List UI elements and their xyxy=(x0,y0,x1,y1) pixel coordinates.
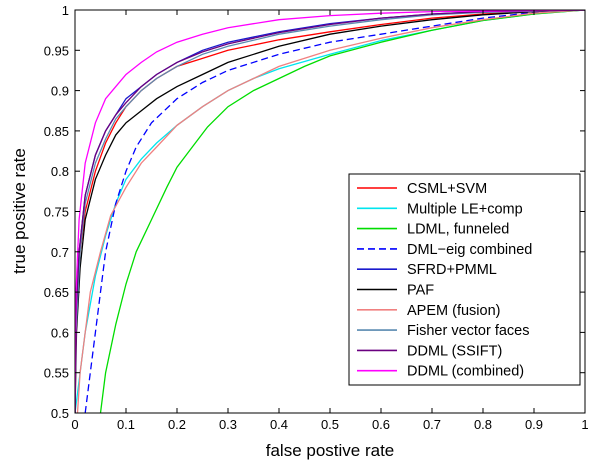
series-line-apem-fusion xyxy=(76,10,585,413)
y-tick-label: 0.55 xyxy=(44,366,69,381)
y-axis: 0.5 0.55 0.6 0.65 0.7 0.75 0.8 0.85 0.9 0.95 1 xyxy=(44,3,585,421)
legend: CSML+SVM Multiple LE+comp LDML, funneled DM… xyxy=(348,173,581,386)
y-tick-label: 0.95 xyxy=(44,43,69,58)
series-line-fisher-vector-faces xyxy=(75,10,585,413)
legend-label: Fisher vector faces xyxy=(407,323,530,339)
legend-label: SFRD+PMML xyxy=(407,262,497,278)
y-tick-label: 0.7 xyxy=(51,245,69,260)
y-axis-label: true positive rate xyxy=(10,148,29,274)
legend-label: PAF xyxy=(407,283,434,299)
y-tick-label: 0.9 xyxy=(51,84,69,99)
legend-label: APEM (fusion) xyxy=(407,303,500,319)
x-axis-label: false postive rate xyxy=(266,441,395,460)
series-line-dml-eig-combined xyxy=(84,10,585,413)
x-tick-label: 0.7 xyxy=(423,417,441,432)
x-tick-label: 0.2 xyxy=(168,417,186,432)
legend-label: CSML+SVM xyxy=(407,181,487,197)
series-line-ddml-combined xyxy=(75,10,585,413)
y-tick-label: 0.6 xyxy=(51,325,69,340)
x-tick-label: 0 xyxy=(71,417,78,432)
x-tick-label: 1 xyxy=(581,417,588,432)
x-tick-label: 0.9 xyxy=(525,417,543,432)
x-tick-label: 0.8 xyxy=(474,417,492,432)
legend-label: DDML (SSIFT) xyxy=(407,343,502,359)
y-tick-label: 1 xyxy=(62,3,69,18)
y-tick-label: 0.5 xyxy=(51,406,69,421)
x-tick-label: 0.1 xyxy=(117,417,135,432)
y-tick-label: 0.85 xyxy=(44,124,69,139)
x-tick-label: 0.3 xyxy=(219,417,237,432)
x-tick-label: 0.5 xyxy=(321,417,339,432)
legend-label: DML−eig combined xyxy=(407,242,532,258)
legend-label: LDML, funneled xyxy=(407,222,509,238)
legend-label: DDML (combined) xyxy=(407,364,524,380)
legend-label: Multiple LE+comp xyxy=(407,201,523,217)
x-tick-label: 0.6 xyxy=(372,417,390,432)
series-line-paf xyxy=(75,10,585,413)
y-tick-label: 0.75 xyxy=(44,205,69,220)
y-tick-label: 0.65 xyxy=(44,285,69,300)
series-layer xyxy=(75,10,585,413)
x-tick-label: 0.4 xyxy=(270,417,288,432)
x-axis: 0 0.1 0.2 0.3 0.4 0.5 0.6 0.7 0.8 0.9 1 xyxy=(71,10,589,432)
y-tick-label: 0.8 xyxy=(51,164,69,179)
series-line-ldml-funneled xyxy=(99,10,585,413)
series-line-ddml-ssift xyxy=(75,10,585,413)
